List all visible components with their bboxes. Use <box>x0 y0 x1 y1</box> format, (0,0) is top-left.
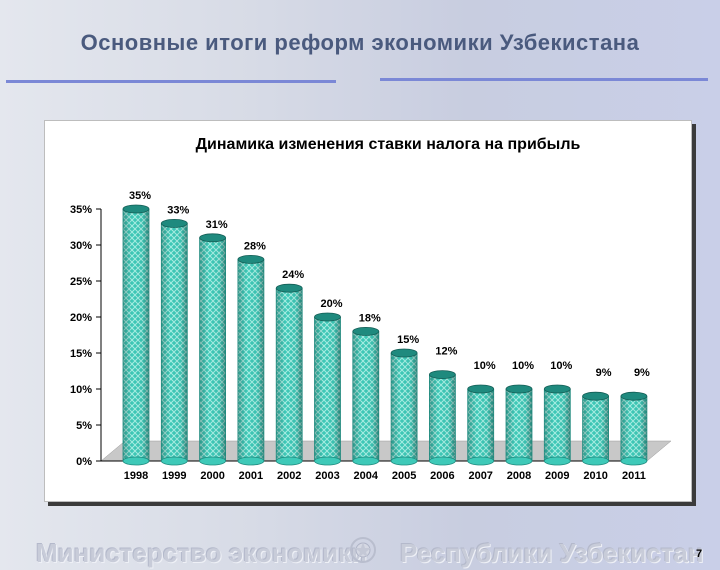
y-tick-label: 35% <box>70 204 92 216</box>
bar <box>505 384 533 466</box>
data-label: 12% <box>435 346 457 358</box>
tax-rate-chart: Динамика изменения ставки налога на приб… <box>70 136 672 482</box>
data-label: 10% <box>474 360 496 372</box>
x-tick-label: 2008 <box>507 470 531 482</box>
y-tick-label: 20% <box>70 312 92 324</box>
data-label: 9% <box>634 367 650 379</box>
y-tick-label: 25% <box>70 276 92 288</box>
data-label: 20% <box>320 298 342 310</box>
bar <box>428 370 456 466</box>
y-tick-label: 30% <box>70 240 92 252</box>
data-label: 10% <box>550 360 572 372</box>
bar <box>352 326 380 466</box>
x-tick-label: 2006 <box>430 470 454 482</box>
data-labels: 35% 33% 31% 28% 24% 20% 18% 15% 12% 10% 10% 10% 9% 9% <box>129 190 650 379</box>
x-tick-label: 1999 <box>162 470 186 482</box>
bar <box>390 348 418 466</box>
footer-republic: Республики Узбекистан <box>400 538 704 568</box>
x-tick-label: 2001 <box>239 470 263 482</box>
bar <box>314 312 341 466</box>
data-label: 9% <box>596 367 612 379</box>
chart-frame: Динамика изменения ставки налога на приб… <box>44 120 692 502</box>
chart-title: Динамика изменения ставки налога на приб… <box>196 136 581 153</box>
title-rule-right <box>380 78 708 81</box>
x-axis-labels: 1998 1999 2000 2001 2002 2003 2004 2005 2006 2007… <box>124 470 646 482</box>
bar <box>543 384 571 466</box>
bar <box>582 391 609 466</box>
bar <box>122 204 150 466</box>
x-tick-label: 2011 <box>622 470 646 482</box>
bar <box>160 219 188 466</box>
x-tick-label: 2007 <box>468 470 492 482</box>
data-label: 28% <box>244 240 266 252</box>
x-tick-label: 2009 <box>545 470 569 482</box>
x-tick-label: 2000 <box>200 470 224 482</box>
y-tick-label: 10% <box>70 384 92 396</box>
data-label: 18% <box>359 312 381 324</box>
x-tick-label: 2002 <box>277 470 301 482</box>
bar <box>237 254 265 466</box>
y-tick-label: 15% <box>70 348 92 360</box>
data-label: 35% <box>129 190 151 202</box>
bar <box>199 233 227 466</box>
data-label: 31% <box>206 219 228 231</box>
state-emblem-icon <box>350 537 376 563</box>
x-tick-label: 2004 <box>354 470 379 482</box>
footer-ministry: Министерство экономики <box>36 538 368 568</box>
title-rule-left <box>6 80 336 83</box>
y-tick-label: 0% <box>76 456 92 468</box>
x-tick-label: 1998 <box>124 470 148 482</box>
data-label: 24% <box>282 269 304 281</box>
slide-title: Основные итоги реформ экономики Узбекист… <box>80 30 640 55</box>
bar <box>620 391 648 466</box>
y-tick-label: 5% <box>76 420 92 432</box>
page-number: 7 <box>696 548 703 560</box>
bar <box>467 384 495 466</box>
x-tick-label: 2005 <box>392 470 416 482</box>
bar <box>275 283 303 466</box>
bars <box>122 204 648 466</box>
y-axis-ticks: 0% 5% 10% 15% 20% 25% 30% 35% <box>70 204 101 468</box>
x-tick-label: 2010 <box>583 470 607 482</box>
x-tick-label: 2003 <box>315 470 339 482</box>
data-label: 15% <box>397 334 419 346</box>
data-label: 10% <box>512 360 534 372</box>
data-label: 33% <box>167 204 189 216</box>
